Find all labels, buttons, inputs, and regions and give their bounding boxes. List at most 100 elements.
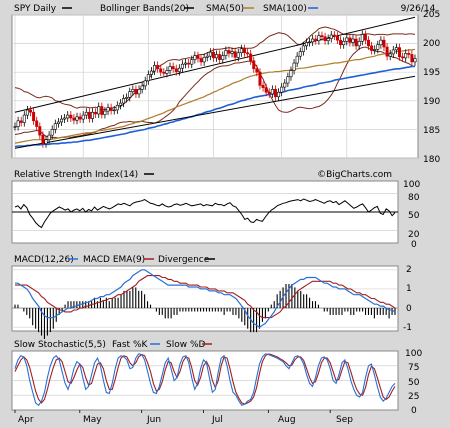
- candle-body: [382, 39, 386, 48]
- candle-body: [258, 71, 262, 86]
- candle-body: [354, 38, 358, 47]
- candle-body: [385, 46, 389, 57]
- stochastic-y-tick-labels: 100 75 50 25 0: [405, 349, 422, 416]
- month-tick-label: Jun: [146, 415, 161, 425]
- candle-body: [128, 91, 132, 98]
- price-grid: [12, 14, 418, 159]
- candle-body: [25, 109, 29, 116]
- candle-body: [233, 51, 237, 58]
- candle-body: [60, 118, 64, 123]
- stochastic-panel-title: Slow Stochastic(5,5): [14, 340, 106, 350]
- macd-panel: MACD(12,26) MACD EMA(9) Divergence 2 1 0…: [11, 255, 412, 340]
- candle-body: [404, 53, 408, 59]
- candle-body: [373, 49, 377, 51]
- candle-body: [149, 70, 153, 75]
- candle-body: [115, 105, 119, 111]
- candle-body: [329, 34, 333, 39]
- month-tick-label: Apr: [18, 415, 34, 425]
- candle-body: [246, 52, 250, 55]
- candle-body: [342, 41, 346, 46]
- price-y-tick-label: 205: [423, 10, 440, 20]
- legend-macd-ema-label: MACD EMA(9): [83, 255, 145, 265]
- candle-body: [326, 38, 330, 42]
- candle-body: [394, 47, 398, 51]
- candle-body: [187, 62, 191, 65]
- stochastic-y-tick-label: 75: [408, 363, 419, 373]
- candle-body: [270, 89, 274, 95]
- candle-body: [401, 56, 405, 59]
- candle-body: [227, 50, 231, 54]
- macd-ema-line: [15, 275, 396, 319]
- candle-body: [277, 91, 281, 98]
- stochastic-panel: Slow Stochastic(5,5) Fast %K Slow %D 100…: [11, 340, 422, 425]
- candle-body: [153, 65, 157, 72]
- candle-body: [174, 68, 178, 72]
- candle-body: [236, 52, 240, 58]
- candle-body: [38, 126, 42, 136]
- price-y-tick-label: 185: [423, 126, 440, 136]
- price-marks: [13, 16, 417, 149]
- rsi-y-tick-label: 100: [403, 180, 420, 190]
- legend-fast-k-label: Fast %K: [112, 340, 148, 350]
- candle-body: [317, 35, 321, 42]
- month-tick-labels: Apr May Jun Jul Aug Sep: [18, 415, 353, 425]
- price-panel: SPY Daily Bollinger Bands(20) SMA(50) SM…: [11, 4, 440, 165]
- candle-body: [97, 106, 101, 115]
- macd-y-tick-labels: 2 1 0 -1: [403, 265, 412, 333]
- candle-body: [103, 110, 107, 115]
- candle-body: [156, 65, 160, 70]
- candle-body: [224, 50, 228, 56]
- stochastic-y-tick-label: 100: [405, 349, 422, 359]
- candle-body: [410, 54, 414, 63]
- candle-body: [379, 39, 383, 46]
- candle-body: [50, 129, 54, 136]
- candle-body: [391, 49, 395, 55]
- candle-body: [295, 55, 299, 64]
- candle-body: [165, 70, 169, 74]
- candle-body: [202, 57, 206, 63]
- candle-body: [32, 111, 36, 122]
- legend-sma100-label: SMA(100): [263, 4, 307, 14]
- month-tick-label: May: [83, 415, 102, 425]
- price-panel-title: SPY Daily: [14, 4, 57, 14]
- candle-body: [314, 38, 318, 42]
- sma50-line: [14, 48, 416, 144]
- candle-body: [118, 102, 122, 106]
- trend-channel-line: [14, 16, 416, 113]
- macd-marks: [12, 269, 398, 340]
- macd-y-tick-label: 1: [406, 284, 412, 294]
- candle-body: [87, 111, 91, 119]
- price-y-tick-label: 200: [423, 39, 440, 49]
- candle-body: [304, 42, 308, 47]
- candle-body: [100, 106, 104, 115]
- candle-body: [360, 34, 364, 42]
- slow-d-line: [14, 353, 396, 405]
- candle-body: [171, 66, 175, 70]
- candle-body: [311, 38, 315, 43]
- rsi-line: [14, 198, 396, 229]
- macd-y-tick-label: -1: [403, 323, 412, 333]
- candle-body: [143, 80, 147, 87]
- rsi-y-tick-label: 20: [408, 230, 420, 240]
- date-label: 9/26/14: [401, 4, 436, 14]
- candle-body: [273, 89, 277, 98]
- candle-body: [53, 123, 57, 130]
- candle-body: [205, 55, 209, 58]
- price-y-tick-labels: 205 200 195 190 185 180: [423, 10, 440, 165]
- candle-body: [22, 114, 26, 123]
- legend-slow-d-label: Slow %D: [166, 340, 205, 350]
- candle-body: [351, 38, 355, 43]
- price-y-tick-label: 190: [423, 97, 440, 107]
- candle-body: [366, 39, 370, 47]
- candle-body: [289, 70, 293, 78]
- bollinger-upper-line: [14, 26, 416, 111]
- candle-body: [255, 68, 259, 73]
- candle-body: [218, 54, 222, 60]
- candle-body: [264, 87, 268, 93]
- candle-body: [184, 62, 188, 65]
- stochastic-y-tick-label: 0: [411, 406, 417, 416]
- candle-body: [109, 107, 113, 111]
- candle-body: [122, 98, 126, 104]
- candle-body: [75, 116, 79, 121]
